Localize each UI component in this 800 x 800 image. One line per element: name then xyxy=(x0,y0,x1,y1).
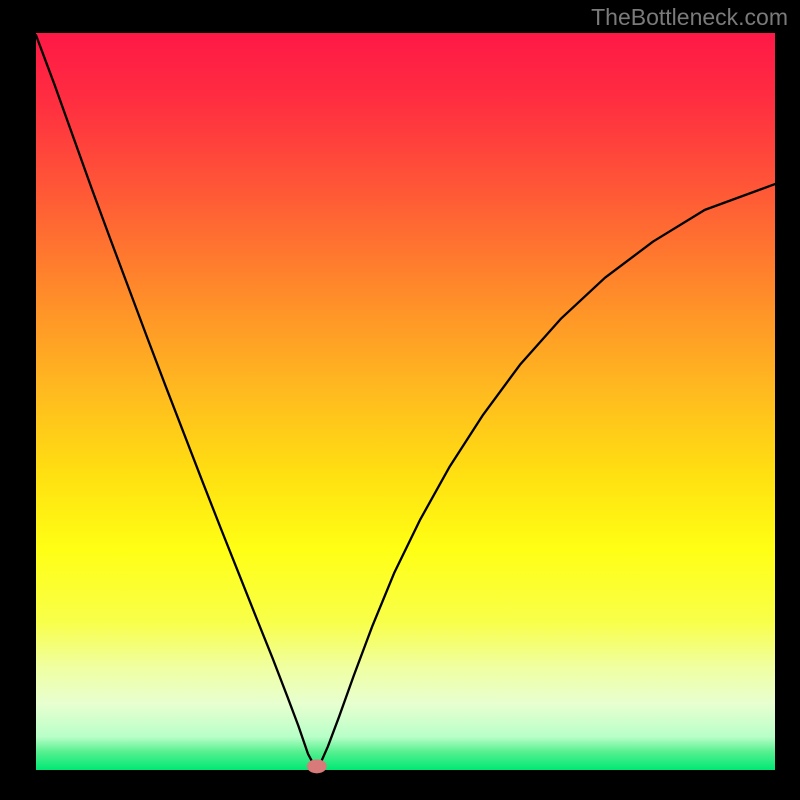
optimal-point-marker xyxy=(307,759,327,773)
plot-background xyxy=(36,33,775,770)
watermark-text: TheBottleneck.com xyxy=(591,4,788,31)
bottleneck-chart xyxy=(0,0,800,800)
chart-container: TheBottleneck.com xyxy=(0,0,800,800)
